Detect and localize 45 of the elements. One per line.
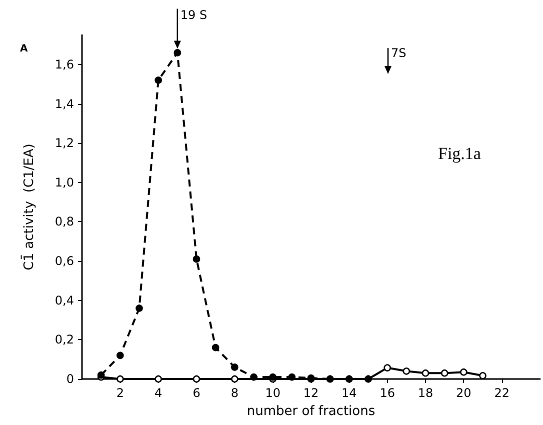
text: A (20, 44, 28, 54)
point (479, 372, 486, 380)
x-tick-label: 4 (154, 386, 162, 400)
point (440, 369, 448, 377)
point (231, 364, 238, 371)
x-tick-label: 8 (230, 386, 238, 400)
x-tick-label: 6 (192, 386, 200, 400)
x-tick-label: 16 (380, 386, 395, 400)
y-tick-label: 1,2 (54, 136, 74, 150)
point (250, 373, 258, 381)
y-tick-label: 0,4 (54, 293, 74, 308)
point (212, 344, 220, 352)
point (116, 352, 124, 360)
y-tick-label: 1,6 (54, 57, 74, 72)
point (136, 304, 143, 312)
x-tick-label: 22 (494, 386, 510, 400)
annotation: Fig.1a (438, 144, 482, 163)
y-tick-label: 0,2 (54, 332, 74, 347)
point (192, 255, 200, 263)
point (384, 364, 391, 372)
x-tick-label: 12 (303, 386, 319, 400)
x-tick-label: 2 (116, 386, 124, 400)
point (422, 369, 430, 377)
x-tick-label: 14 (342, 386, 357, 400)
point (192, 375, 200, 383)
y-tick-label: 1,0 (54, 175, 74, 190)
x-tick-label: 20 (456, 386, 472, 400)
y-tick-label: 0 (66, 372, 74, 386)
point (154, 375, 162, 383)
y-tick-label: 1,4 (54, 96, 74, 111)
annotation: 7S (391, 46, 406, 60)
point (174, 49, 182, 56)
x-tick-label: 10 (265, 386, 280, 400)
point (116, 375, 124, 383)
x-axis-title: number of fractions (246, 404, 376, 419)
y-tick-label: 0,6 (54, 254, 74, 268)
x-tick-label: 18 (418, 386, 434, 400)
point (460, 368, 468, 376)
y-tick-label: 0,8 (54, 214, 74, 229)
point (288, 373, 296, 381)
point (154, 76, 162, 84)
point (231, 375, 238, 383)
y-axis-title: C1̄ activity (C1/EA) (20, 144, 37, 270)
point (402, 367, 410, 375)
annotation: 19 S (180, 8, 208, 22)
